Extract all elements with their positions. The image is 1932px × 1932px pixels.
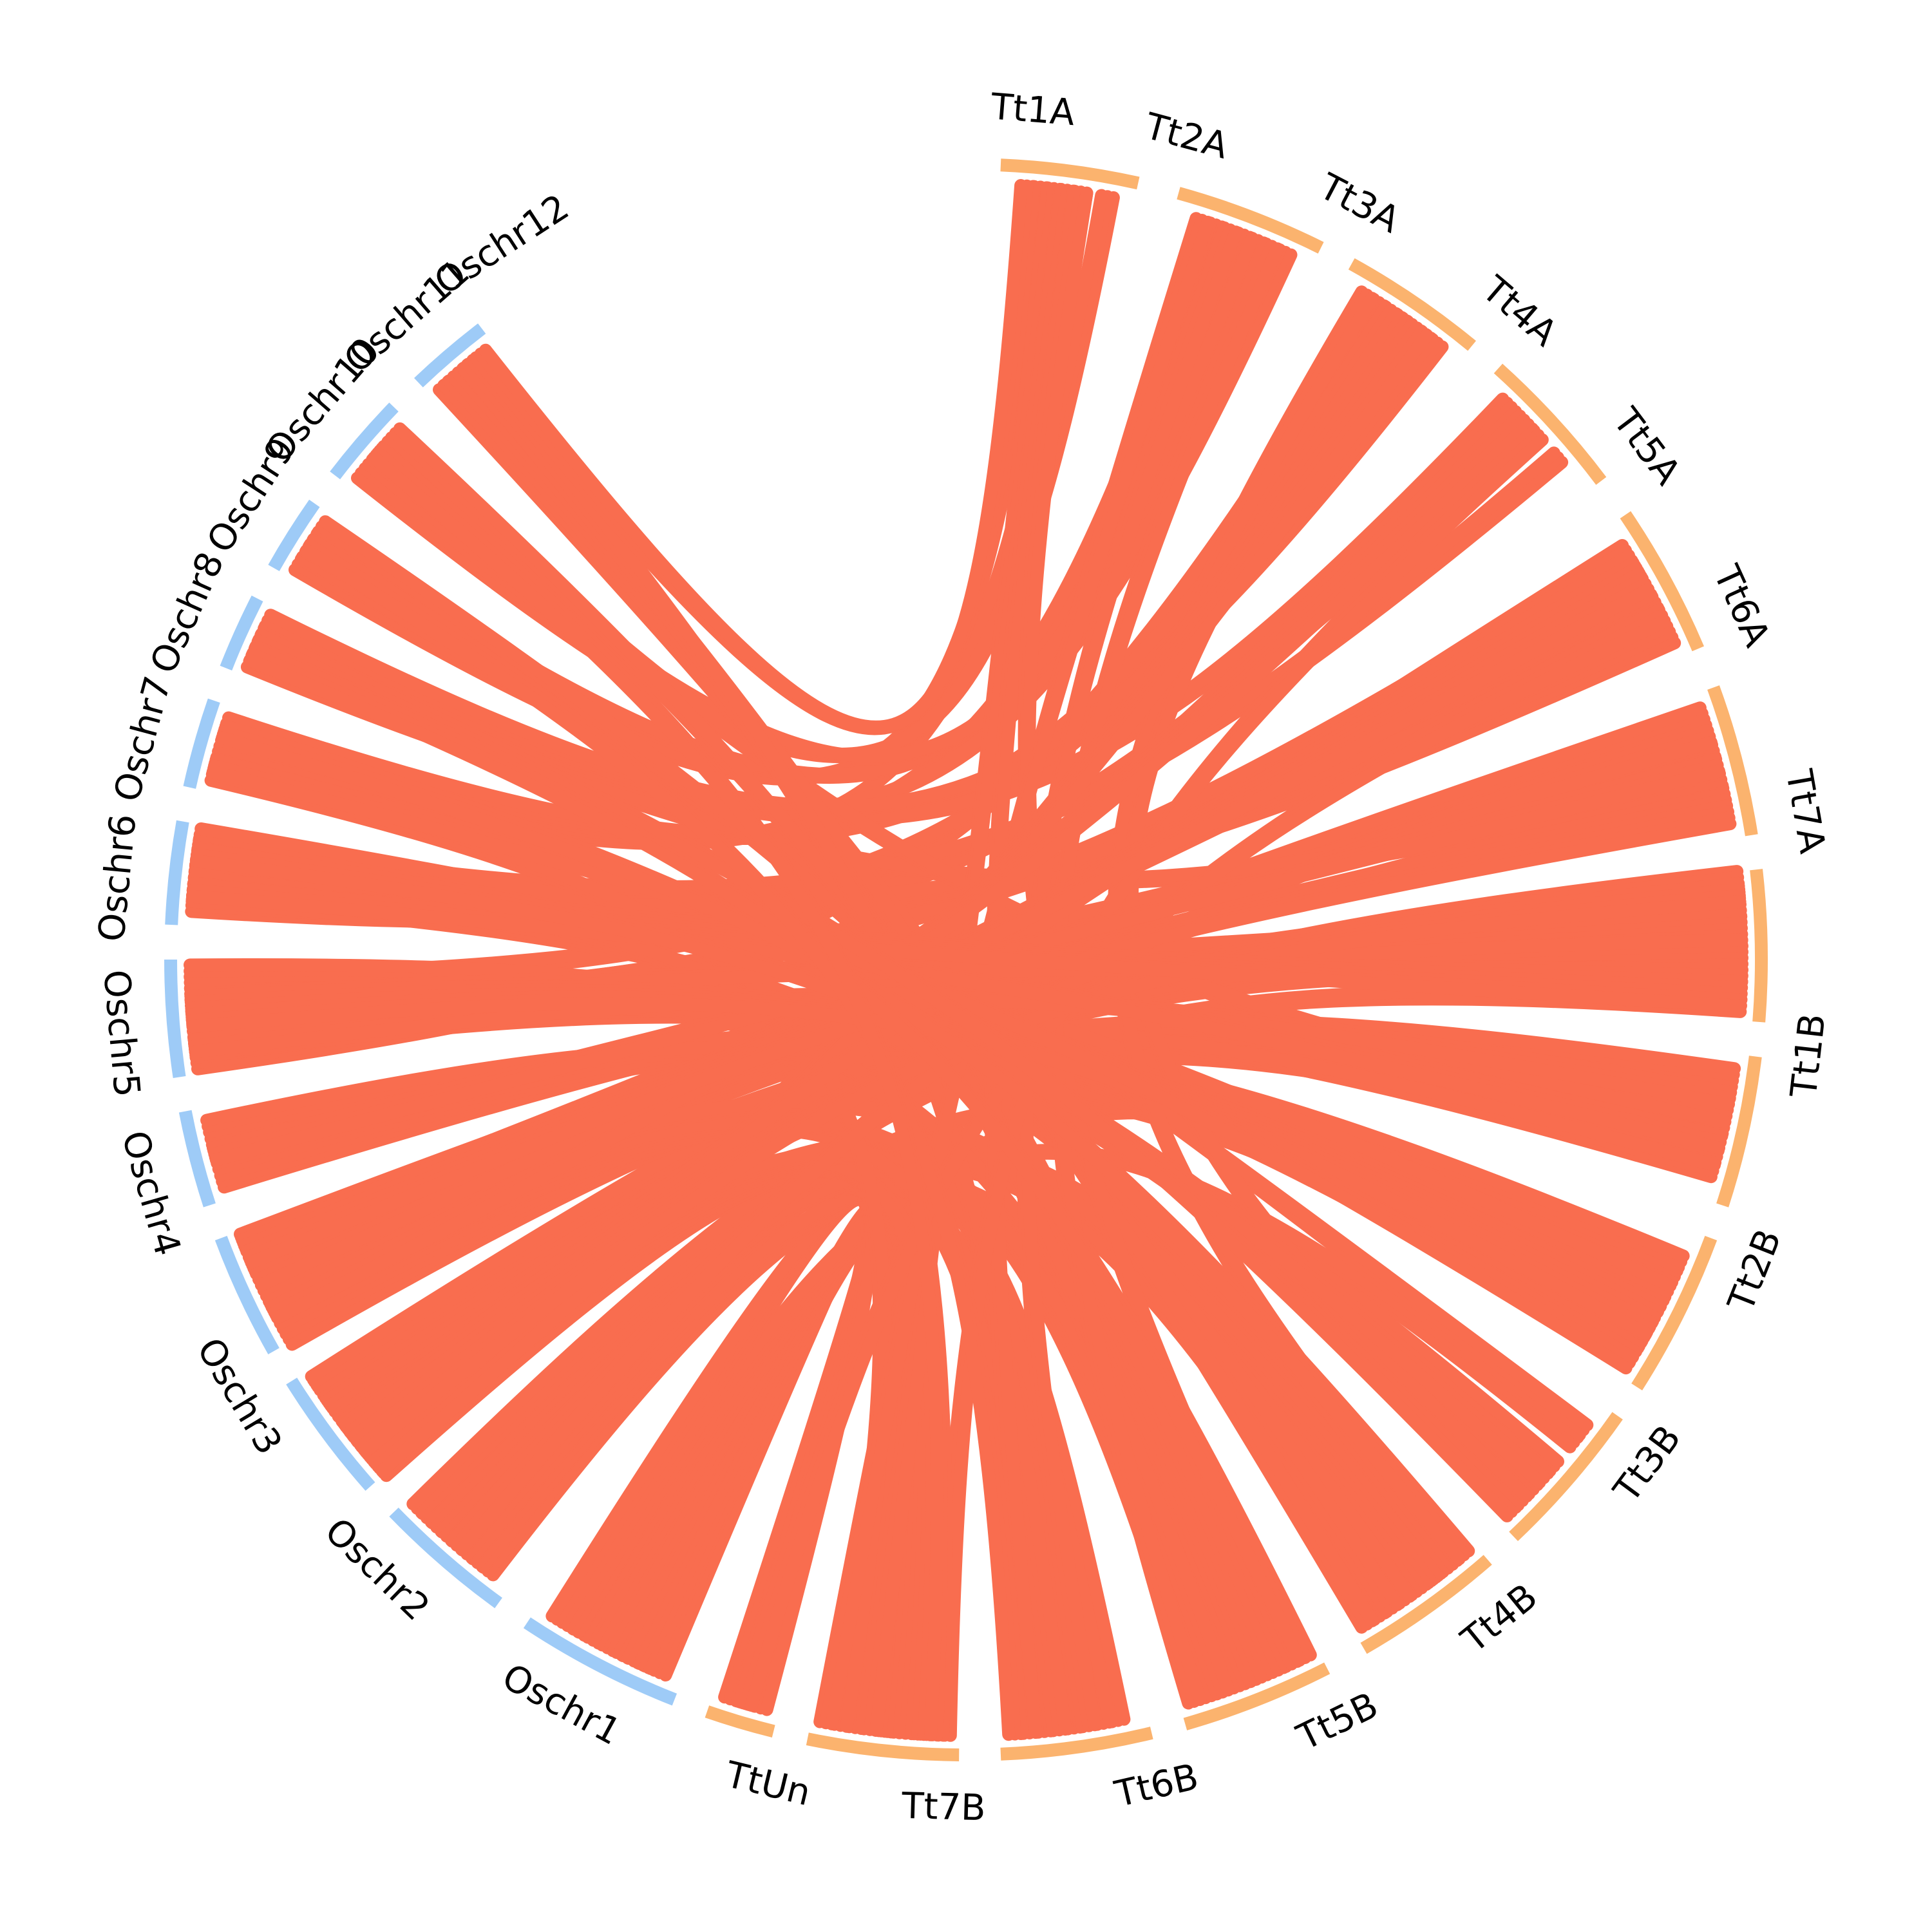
segment-oschr6 (164, 959, 186, 1078)
label-oschr6: Oschr6 (91, 812, 145, 943)
segment-oschr7 (165, 820, 189, 925)
link-oschr12-tt1a (474, 179, 1034, 735)
segment-oschr10 (268, 499, 320, 571)
label-tt6b: Tt6B (1110, 1756, 1202, 1816)
segment-tt6a (1707, 685, 1758, 837)
label-ttun: TtUn (721, 1754, 815, 1814)
label-tt5a: Tt5A (1604, 400, 1689, 493)
segment-tt6b (1000, 1727, 1153, 1761)
link-tt4b-oschr8 (216, 731, 1466, 1566)
label-oschr12: Oschr12 (428, 186, 577, 303)
link-tt5a-ttun (744, 614, 1671, 1712)
label-tt4b: Tt4B (1454, 1576, 1546, 1662)
link-tt2b-oschr8 (206, 765, 1633, 1375)
label-tt1b: Tt1B (1783, 1012, 1833, 1101)
segment-tt7a (1750, 869, 1768, 1023)
segment-oschr9 (220, 595, 263, 671)
segment-tt4a (1493, 363, 1607, 485)
label-tt5b: Tt5B (1290, 1685, 1384, 1759)
link-tt1b-oschr7 (186, 889, 1725, 1155)
segment-oschr12 (414, 323, 486, 388)
segment-oschr4 (214, 1235, 279, 1355)
link-oschr12-tt1a (479, 179, 1028, 734)
segment-oschr5 (178, 1110, 216, 1208)
segment-oschr1 (523, 1617, 677, 1706)
label-tt2a: Tt2A (1140, 105, 1232, 167)
label-oschr8: Oschr8 (142, 546, 232, 679)
label-oschr4: Oschr4 (113, 1126, 189, 1260)
segment-tt4b (1360, 1555, 1492, 1654)
label-oschr2: Oschr2 (317, 1510, 438, 1629)
segment-tt2a (1177, 187, 1324, 254)
label-tt1a: Tt1A (989, 86, 1076, 134)
label-oschr5: Oschr5 (95, 968, 147, 1099)
segment-tt1b (1716, 1056, 1762, 1208)
label-tt4a: Tt4A (1473, 268, 1565, 355)
synteny-links (184, 179, 1748, 1742)
segment-tt5a (1620, 511, 1705, 652)
label-tt6a: Tt6A (1705, 559, 1778, 653)
label-tt3a: Tt3A (1312, 166, 1406, 242)
label-tt7a: Tt7A (1777, 766, 1833, 857)
segment-tt1a (1000, 158, 1140, 190)
segment-tt7b (806, 1732, 960, 1761)
segment-oschr8 (183, 698, 220, 789)
segment-tt2b (1631, 1235, 1718, 1390)
chromosome-segments (164, 158, 1768, 1761)
segment-ttun (705, 1705, 775, 1738)
label-tt7b: Tt7B (901, 1785, 987, 1829)
segment-oschr11 (330, 402, 399, 480)
label-oschr7: Oschr7 (106, 672, 180, 806)
link-tt4a-oschr4 (270, 418, 1535, 1324)
segment-tt3b (1509, 1412, 1623, 1542)
label-tt3b: Tt3B (1605, 1418, 1689, 1511)
link-tt7b-oschr11 (368, 451, 944, 1741)
label-tt2b: Tt2B (1720, 1224, 1790, 1318)
segment-tt3a (1348, 258, 1476, 351)
segment-oschr3 (286, 1378, 375, 1491)
segment-oschr2 (389, 1507, 502, 1609)
segment-tt5b (1183, 1662, 1331, 1730)
link-tt5b-oschr9 (243, 654, 1306, 1667)
